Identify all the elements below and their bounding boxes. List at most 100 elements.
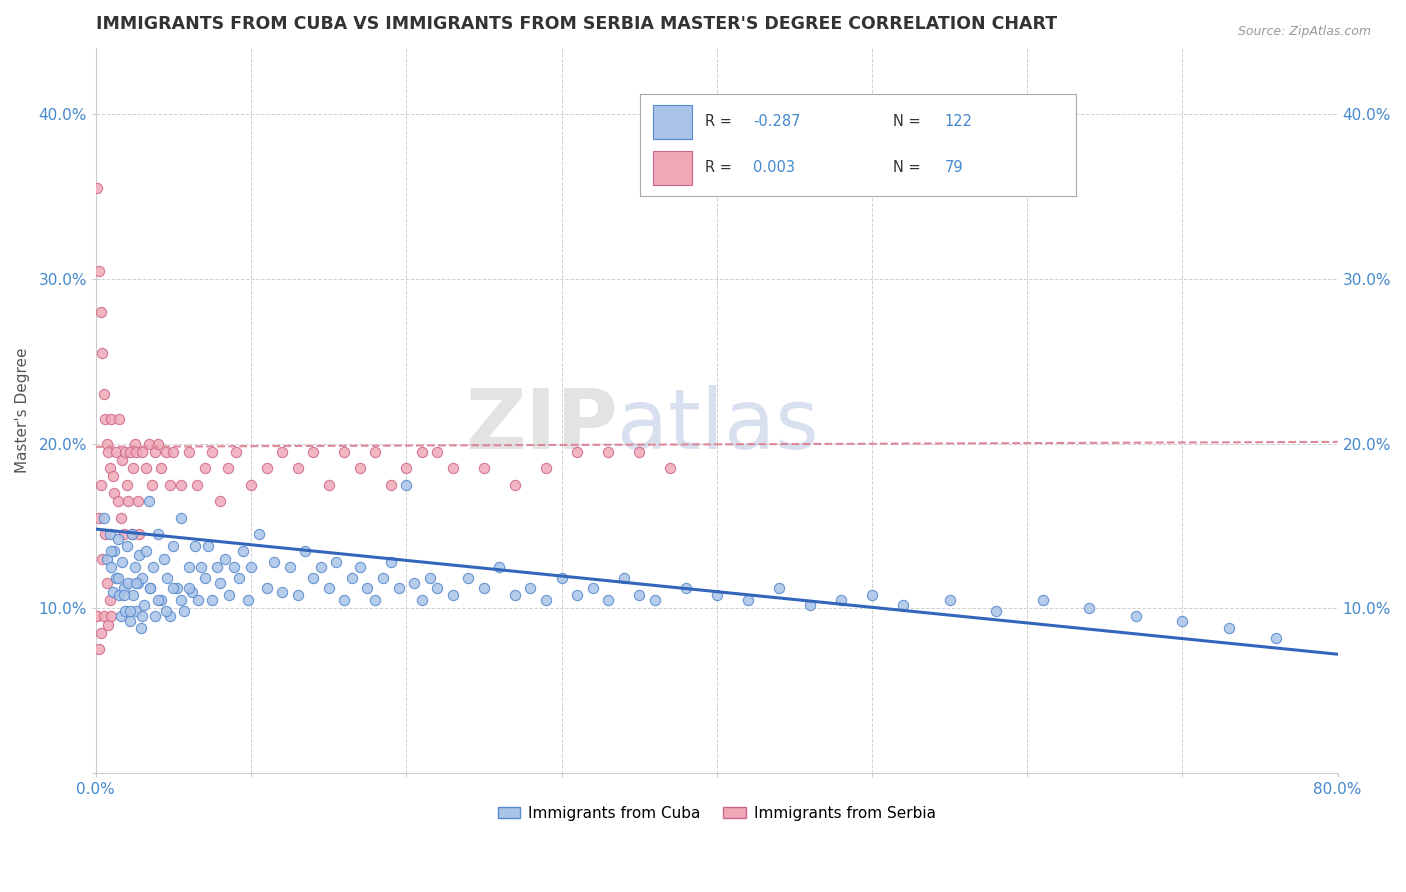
Point [146, 436, 169, 450]
Point [156, 572, 179, 586]
Point [105, 444, 128, 458]
Text: 0.003: 0.003 [754, 160, 794, 175]
Point [111, 555, 134, 569]
Point [100, 560, 122, 574]
Point [108, 412, 131, 426]
Point [225, 444, 247, 458]
Point [201, 444, 224, 458]
Point [101, 584, 124, 599]
Point [441, 588, 464, 602]
Point [340, 572, 363, 586]
Point [860, 588, 883, 602]
Point [675, 582, 697, 596]
Point [166, 582, 188, 596]
Point [93, 609, 115, 624]
Point [86, 609, 108, 624]
Point [263, 555, 285, 569]
Point [411, 444, 433, 458]
Point [98, 461, 121, 475]
Point [121, 527, 143, 541]
Point [139, 582, 162, 596]
Point [100, 609, 122, 624]
Point [114, 604, 136, 618]
Point [247, 527, 270, 541]
Point [128, 549, 150, 563]
Point [162, 539, 184, 553]
Point [628, 444, 651, 458]
FancyBboxPatch shape [652, 105, 692, 139]
Point [170, 593, 193, 607]
Legend: Immigrants from Cuba, Immigrants from Serbia: Immigrants from Cuba, Immigrants from Se… [492, 799, 942, 827]
Point [395, 461, 418, 475]
Point [193, 572, 215, 586]
Text: IMMIGRANTS FROM CUBA VS IMMIGRANTS FROM SERBIA MASTER'S DEGREE CORRELATION CHART: IMMIGRANTS FROM CUBA VS IMMIGRANTS FROM … [96, 15, 1057, 33]
Point [565, 444, 588, 458]
Point [208, 576, 231, 591]
Point [186, 477, 208, 491]
Point [488, 560, 510, 574]
Point [644, 593, 666, 607]
Point [100, 543, 122, 558]
Point [132, 598, 155, 612]
Point [93, 387, 115, 401]
Point [100, 412, 122, 426]
Point [294, 543, 316, 558]
Point [613, 572, 636, 586]
Point [534, 461, 557, 475]
Point [426, 444, 449, 458]
Point [131, 572, 153, 586]
Point [115, 539, 138, 553]
Point [1078, 601, 1101, 615]
Point [472, 461, 495, 475]
Point [107, 494, 129, 508]
Point [143, 609, 166, 624]
Point [127, 576, 149, 591]
Point [364, 593, 387, 607]
Point [236, 593, 259, 607]
Point [1218, 621, 1240, 635]
Point [208, 494, 231, 508]
Point [162, 582, 184, 596]
Point [177, 582, 200, 596]
Text: R =: R = [706, 114, 737, 128]
Point [153, 551, 176, 566]
Point [830, 593, 852, 607]
Point [187, 593, 209, 607]
Point [287, 588, 309, 602]
Point [98, 527, 121, 541]
Point [799, 598, 821, 612]
Point [96, 551, 118, 566]
Point [371, 572, 394, 586]
Point [356, 582, 378, 596]
Point [105, 572, 128, 586]
Point [125, 444, 148, 458]
Point [271, 584, 294, 599]
Point [387, 582, 409, 596]
Point [108, 588, 131, 602]
Point [155, 444, 177, 458]
Point [162, 444, 184, 458]
Point [112, 527, 135, 541]
Point [218, 588, 240, 602]
Point [217, 461, 239, 475]
Point [122, 461, 145, 475]
Point [107, 532, 129, 546]
Point [89, 625, 111, 640]
Point [1171, 615, 1194, 629]
Point [124, 560, 146, 574]
Point [596, 593, 619, 607]
Point [150, 593, 173, 607]
Point [141, 477, 163, 491]
Point [142, 560, 165, 574]
Point [125, 604, 148, 618]
Point [256, 461, 278, 475]
Text: Source: ZipAtlas.com: Source: ZipAtlas.com [1237, 25, 1371, 38]
Point [659, 461, 682, 475]
Point [170, 477, 193, 491]
Text: N =: N = [893, 160, 925, 175]
Point [426, 582, 449, 596]
Text: atlas: atlas [617, 384, 820, 466]
Point [193, 461, 215, 475]
Point [86, 181, 108, 195]
Point [737, 593, 759, 607]
